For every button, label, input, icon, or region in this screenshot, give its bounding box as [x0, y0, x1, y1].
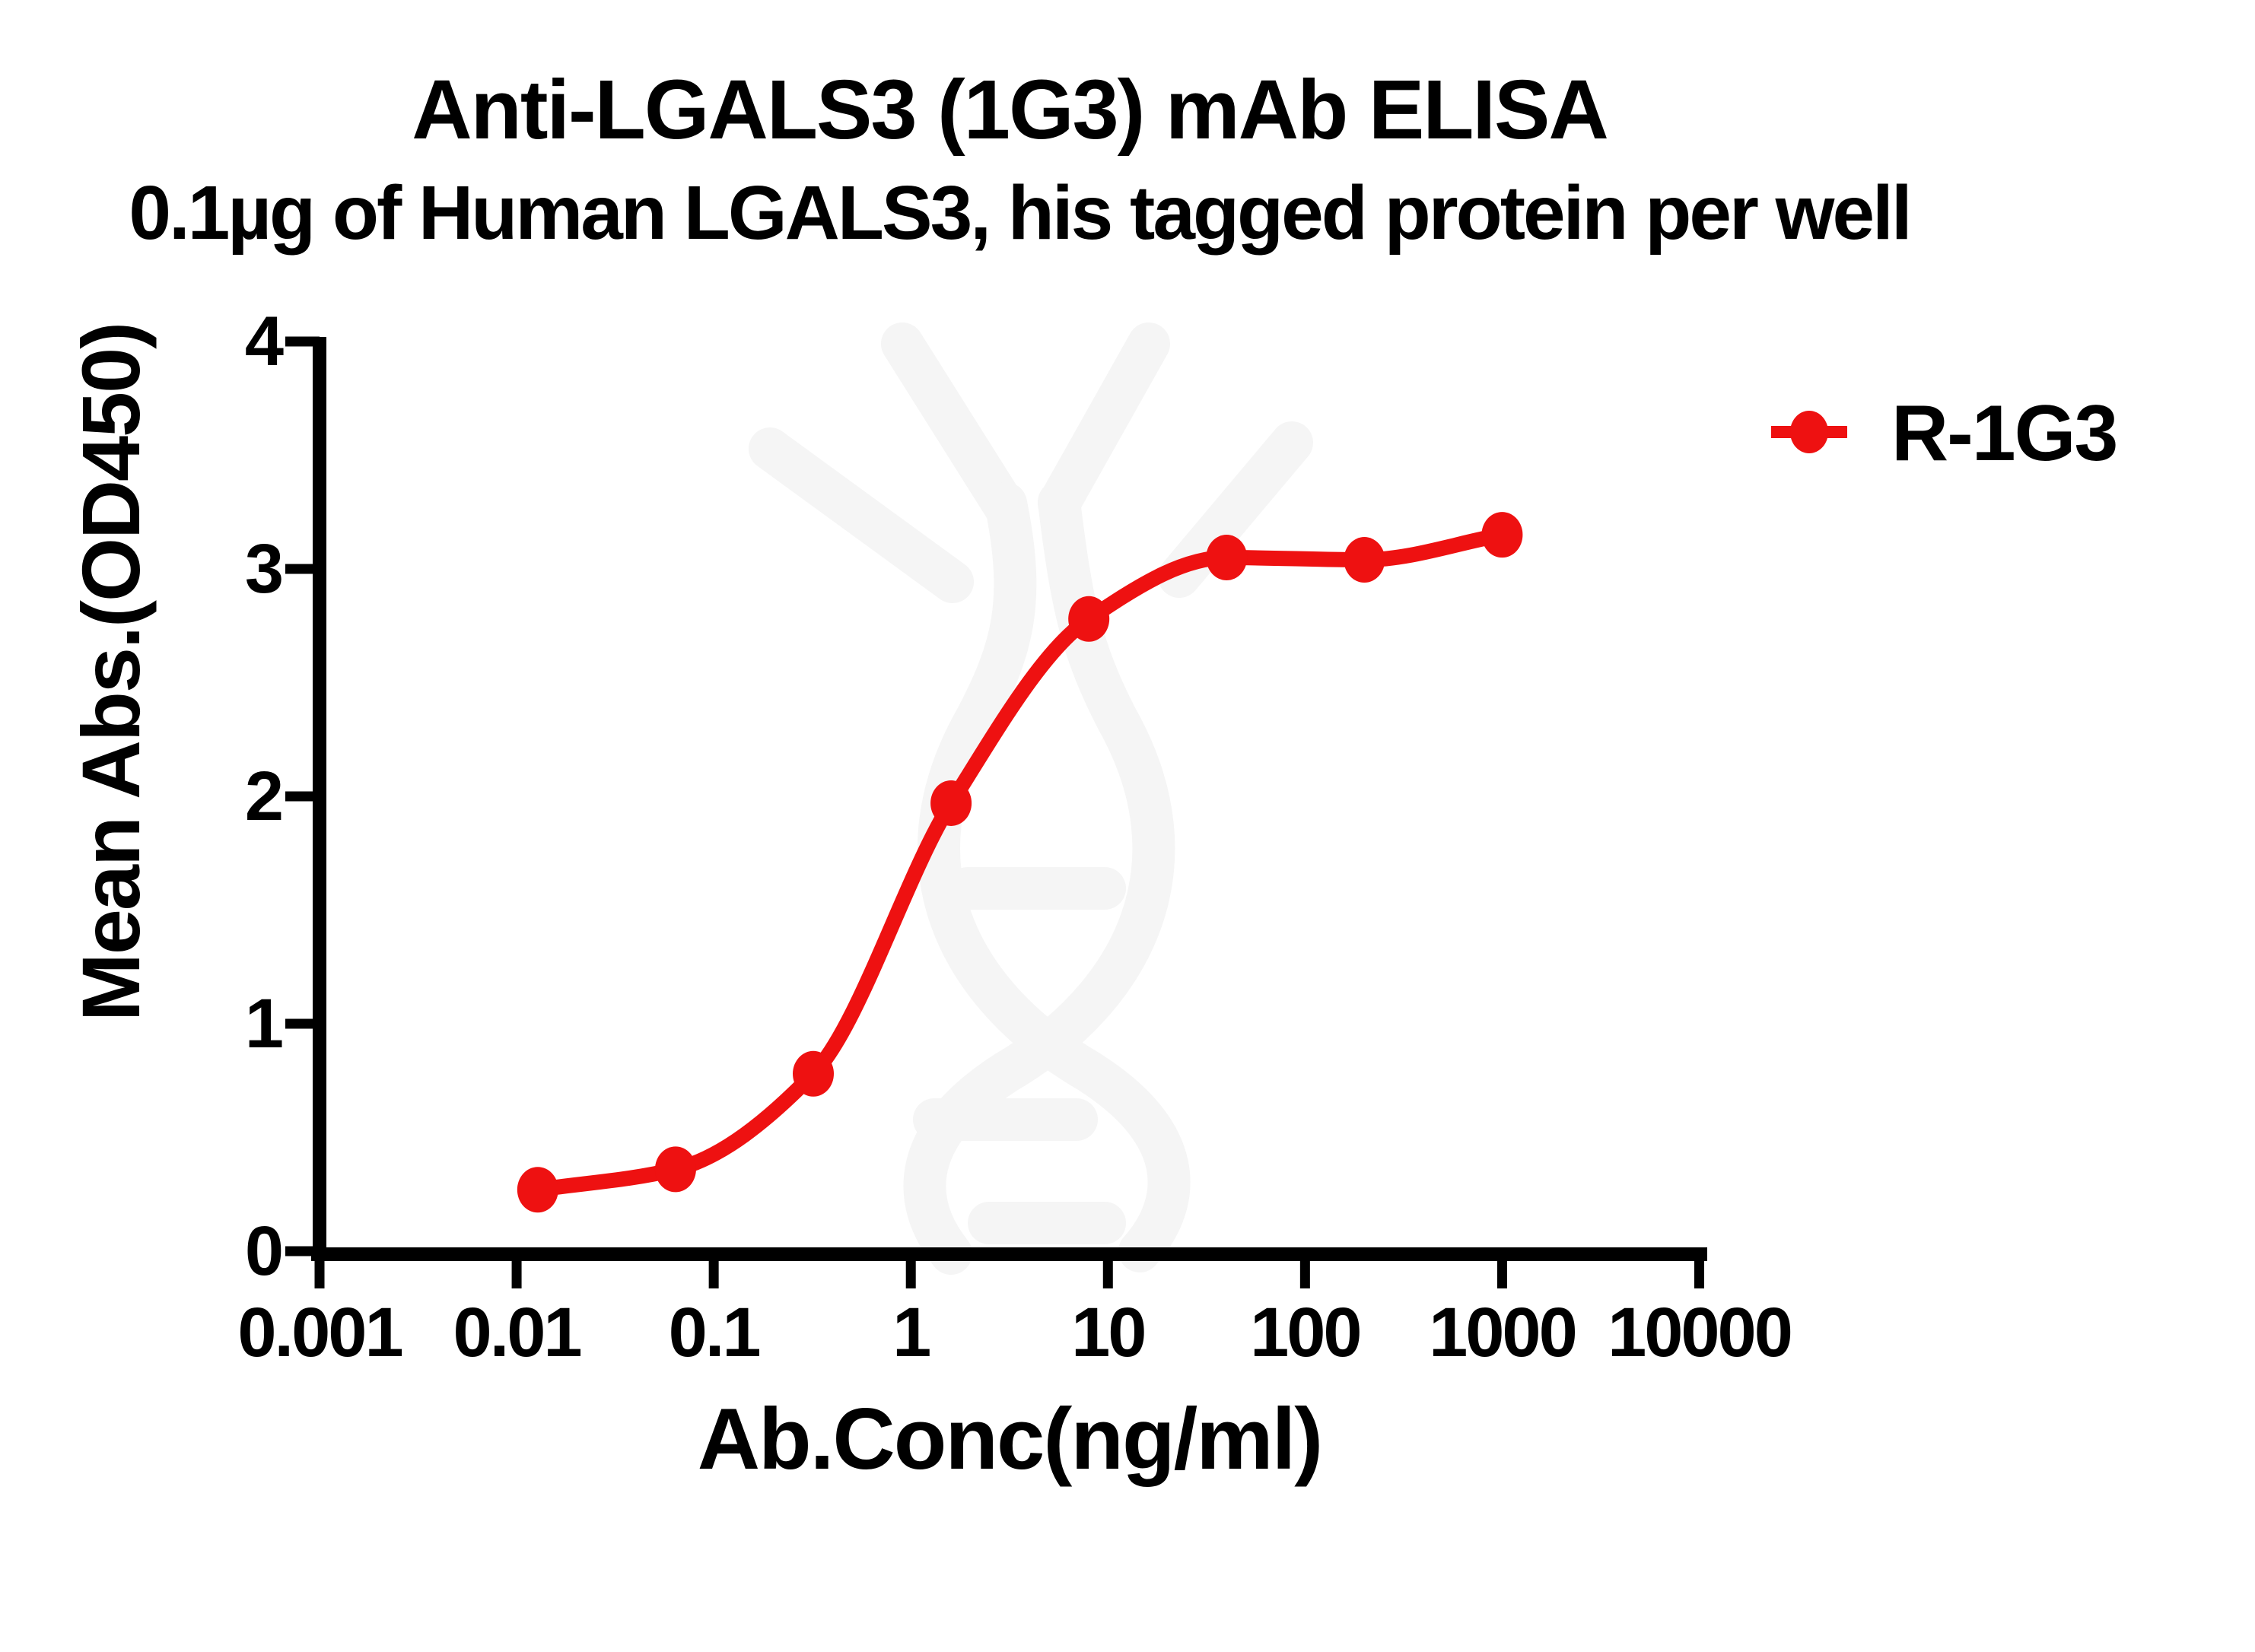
y-tick-label: 2: [244, 758, 284, 835]
chart-title: Anti-LGALS3 (1G3) mAb ELISA: [412, 63, 1609, 157]
chart-subtitle: 0.1µg of Human LGALS3, his tagged protei…: [129, 170, 1912, 256]
legend-marker-icon: [1790, 411, 1828, 453]
data-point-marker: [930, 780, 972, 826]
legend-series-label: R-1G3: [1891, 389, 2118, 478]
data-point-marker: [1206, 535, 1248, 581]
x-tick-label: 0.001: [237, 1294, 403, 1371]
x-tick-label: 0.01: [453, 1294, 583, 1371]
x-axis-title: Ab.Conc(ng/ml): [697, 1391, 1324, 1488]
series-curve: [530, 527, 1510, 1198]
y-tick-label: 4: [244, 303, 284, 380]
x-tick-label: 10000: [1608, 1294, 1793, 1371]
data-point-marker: [1068, 596, 1110, 642]
series-markers: [517, 512, 1523, 1213]
x-tick-label: 1: [892, 1294, 931, 1371]
data-point-marker: [1481, 512, 1523, 558]
data-point-marker: [517, 1167, 558, 1213]
data-point-marker: [1344, 537, 1385, 583]
legend-key: [1771, 411, 1847, 453]
data-point-marker: [654, 1146, 696, 1193]
y-tick-label: 1: [244, 985, 284, 1063]
y-axis-ticks: [285, 336, 320, 1256]
antibody-dna-watermark-icon: [749, 322, 1313, 1275]
y-tick-label: 0: [244, 1212, 284, 1290]
y-tick-label: 3: [244, 530, 284, 608]
x-axis-ticks: [314, 1254, 1704, 1288]
x-tick-label: 0.1: [668, 1294, 762, 1371]
axes: [285, 336, 1707, 1288]
x-tick-label: 1000: [1429, 1294, 1578, 1371]
x-tick-label: 100: [1250, 1294, 1362, 1371]
y-axis-title: Mean Abs.(OD450): [65, 322, 157, 1022]
data-point-marker: [793, 1050, 835, 1097]
x-tick-label: 10: [1071, 1294, 1147, 1371]
